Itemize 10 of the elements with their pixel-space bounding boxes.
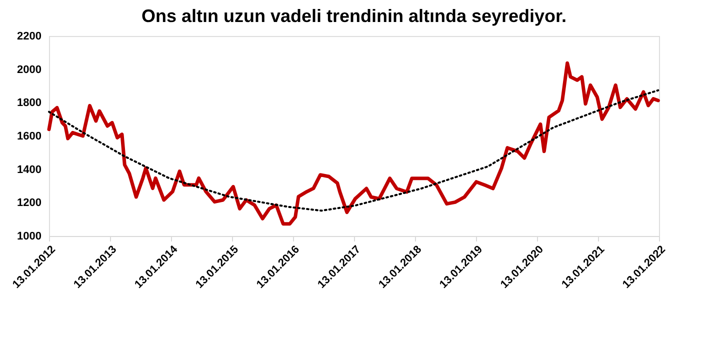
line-series xyxy=(47,61,660,226)
y-tick-label: 1400 xyxy=(17,164,42,176)
y-tick-label: 1000 xyxy=(17,230,42,242)
y-tick-label: 2200 xyxy=(17,30,42,42)
y-tick-label: 1200 xyxy=(17,197,42,210)
line-series xyxy=(48,89,660,212)
y-tick-label: 2000 xyxy=(17,64,42,76)
y-tick-label: 1600 xyxy=(17,130,42,142)
y-tick-label: 1800 xyxy=(17,97,42,110)
chart-title: Ons altın uzun vadeli trendinin altında seyrediyor. xyxy=(141,6,567,26)
